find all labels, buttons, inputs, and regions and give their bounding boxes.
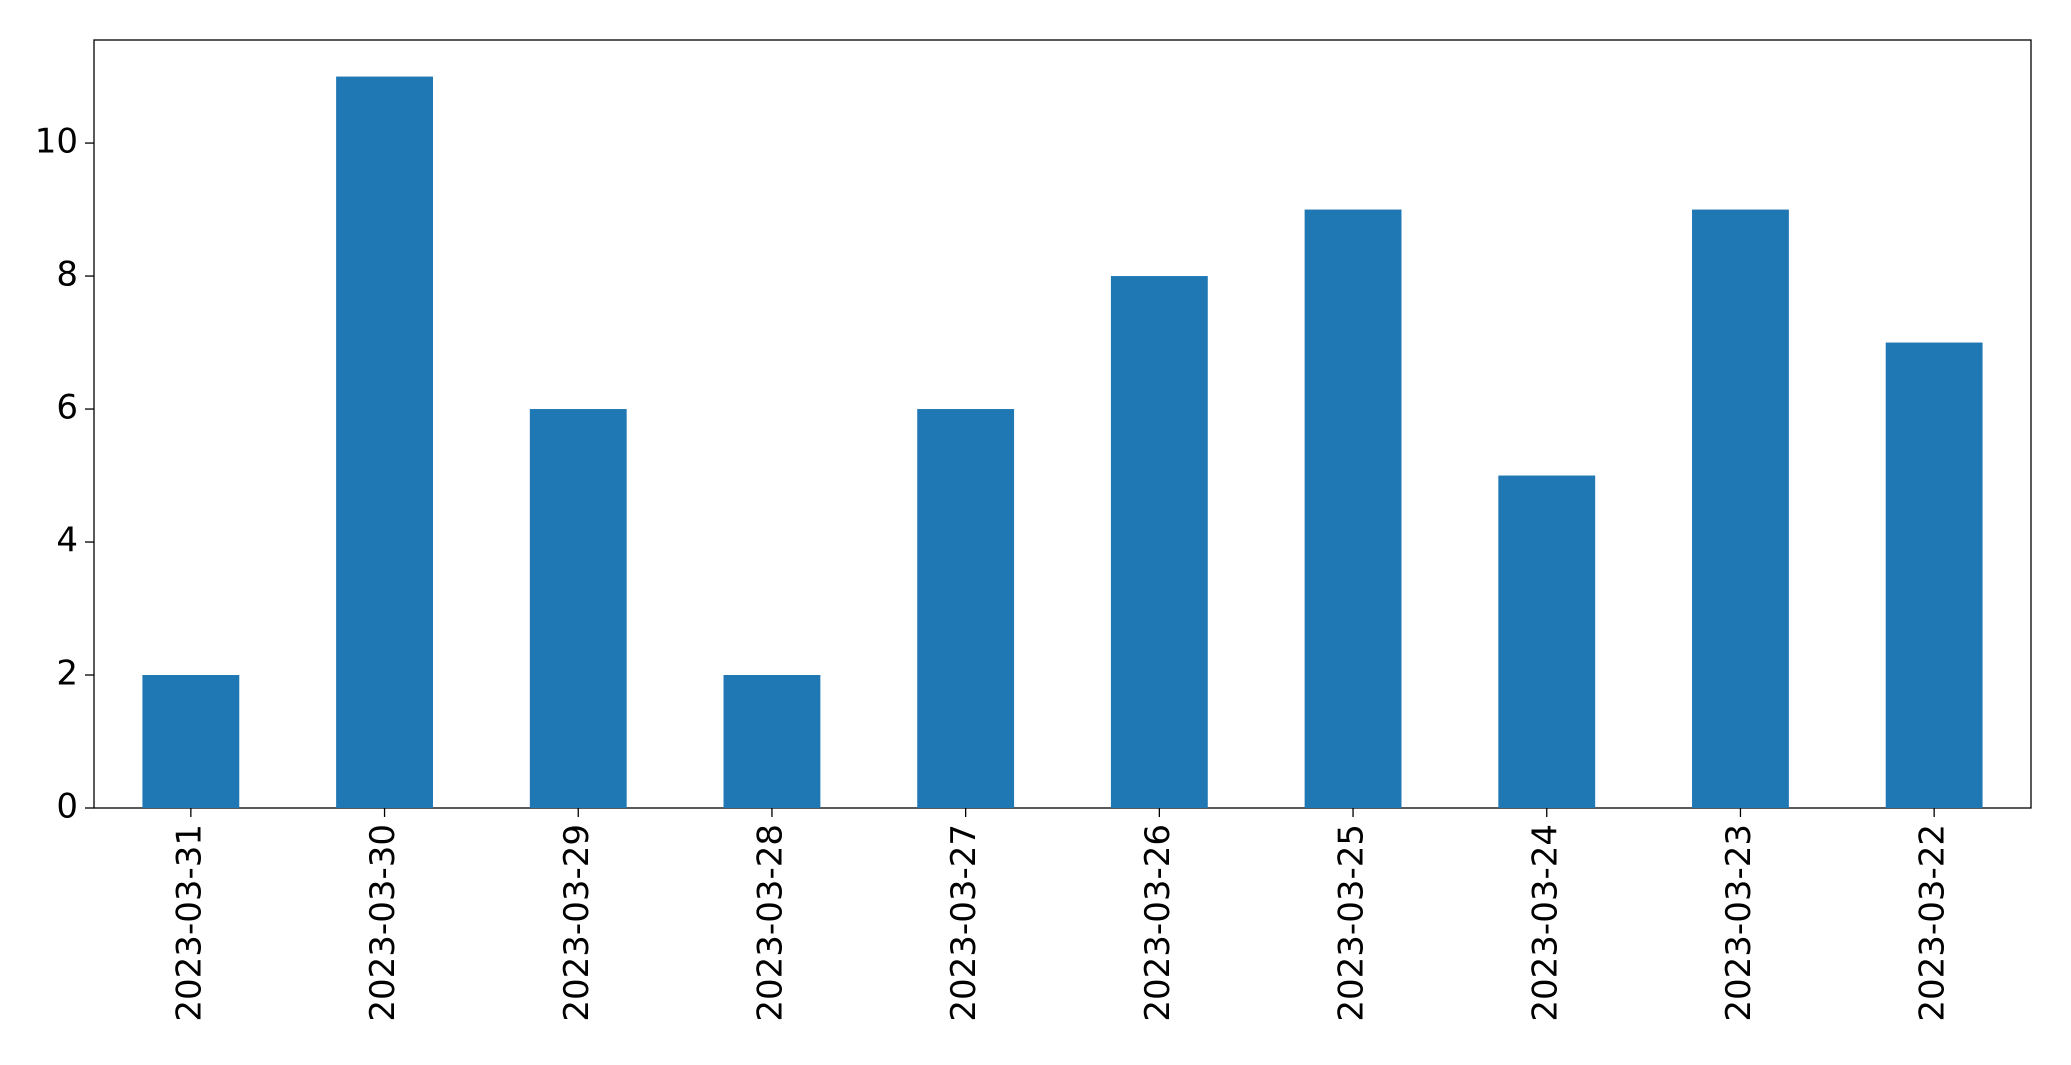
x-tick-label: 2023-03-22 — [1913, 824, 1953, 1022]
x-tick-label: 2023-03-25 — [1332, 824, 1372, 1022]
plot-frame — [93, 39, 2032, 809]
x-tick-label: 2023-03-26 — [1138, 824, 1178, 1022]
x-tick-label: 2023-03-23 — [1719, 824, 1759, 1022]
bar — [917, 409, 1015, 808]
bar — [1304, 209, 1402, 808]
y-tick-label: 2 — [56, 654, 78, 694]
bar — [1110, 276, 1208, 808]
x-tick-label: 2023-03-27 — [944, 824, 984, 1022]
x-tick-label: 2023-03-31 — [169, 824, 209, 1022]
bar — [1885, 342, 1983, 808]
bar — [723, 675, 821, 808]
bar — [142, 675, 240, 808]
y-tick-label: 4 — [56, 521, 78, 561]
x-tick-label: 2023-03-24 — [1525, 824, 1565, 1022]
y-tick-label: 10 — [35, 122, 78, 162]
x-tick-label: 2023-03-28 — [750, 824, 790, 1022]
bar — [529, 409, 627, 808]
bar — [336, 76, 433, 809]
bar — [1498, 475, 1596, 808]
bar — [1692, 209, 1789, 808]
x-tick-label: 2023-03-29 — [557, 824, 597, 1022]
x-tick-label: 2023-03-30 — [363, 824, 403, 1022]
y-tick-label: 8 — [56, 255, 78, 295]
y-tick-label: 0 — [56, 787, 78, 827]
y-tick-label: 6 — [56, 388, 78, 428]
